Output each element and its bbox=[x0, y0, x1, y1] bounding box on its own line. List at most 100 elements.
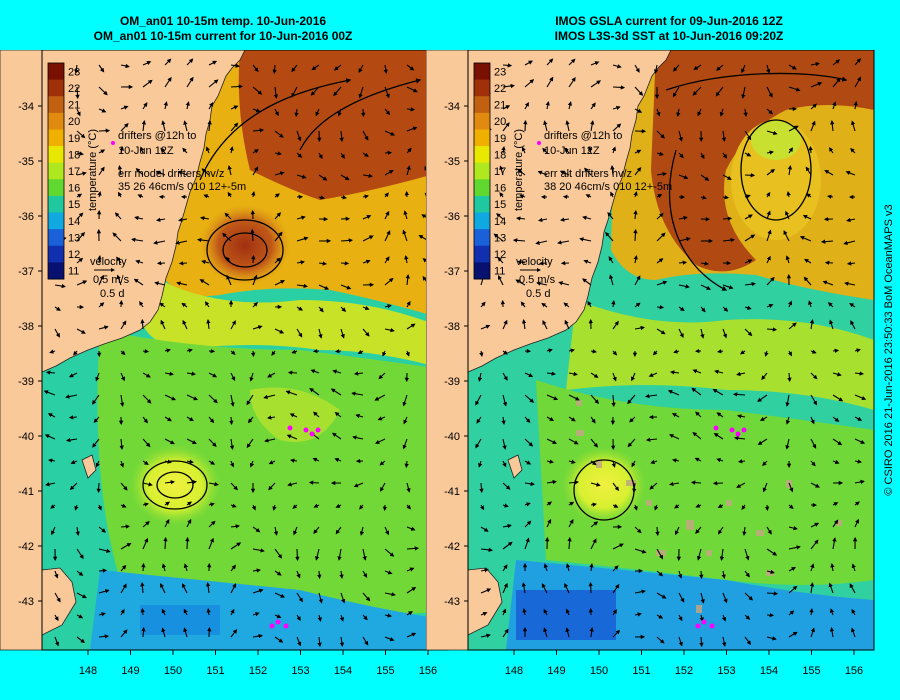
right-title-line2: IMOS L3S-3d SST at 10-Jun-2016 09:20Z bbox=[554, 29, 784, 43]
current-vector bbox=[695, 411, 702, 418]
current-vector bbox=[76, 280, 88, 286]
colorbar-tick: 19 bbox=[68, 133, 80, 145]
current-vector bbox=[717, 503, 724, 508]
longitude-label: 150 bbox=[164, 665, 182, 677]
current-vector bbox=[766, 86, 773, 98]
latitude-label: -39 bbox=[444, 376, 460, 388]
current-vector bbox=[330, 388, 342, 396]
current-vector bbox=[384, 526, 390, 536]
current-vector bbox=[844, 281, 856, 286]
current-vector bbox=[678, 614, 683, 622]
current-vector bbox=[809, 319, 815, 330]
current-vector bbox=[757, 438, 768, 445]
current-vector bbox=[406, 611, 413, 616]
current-vector bbox=[230, 524, 240, 529]
current-vector bbox=[766, 636, 777, 641]
current-vector bbox=[588, 581, 593, 594]
current-vector bbox=[766, 303, 774, 309]
colorbar-tick: 12 bbox=[68, 249, 80, 261]
current-vector bbox=[717, 526, 724, 535]
current-vector bbox=[766, 569, 775, 575]
current-vector bbox=[251, 504, 256, 511]
current-vector bbox=[142, 372, 151, 378]
current-vector bbox=[339, 614, 344, 622]
current-vector bbox=[208, 79, 219, 88]
current-vector bbox=[378, 372, 386, 380]
colorbar-swatch bbox=[474, 229, 490, 247]
current-vector bbox=[44, 434, 56, 440]
current-vector bbox=[142, 502, 149, 507]
current-vector bbox=[76, 548, 84, 560]
current-vector bbox=[296, 636, 302, 647]
current-vector bbox=[542, 320, 548, 330]
current-vector bbox=[142, 537, 149, 550]
velocity-time: 0.5 d bbox=[100, 288, 124, 300]
longitude-label: 156 bbox=[419, 665, 437, 677]
current-vector bbox=[98, 108, 107, 113]
current-vector bbox=[744, 548, 750, 561]
current-vector bbox=[832, 519, 839, 528]
colorbar-swatch bbox=[474, 146, 490, 164]
current-vector bbox=[186, 518, 192, 528]
current-vector bbox=[546, 438, 557, 444]
current-vector bbox=[809, 608, 814, 616]
current-vector bbox=[520, 301, 526, 308]
colorbar-swatch bbox=[48, 162, 64, 180]
current-vector bbox=[634, 302, 641, 308]
current-vector bbox=[502, 63, 513, 68]
current-vector bbox=[629, 416, 636, 423]
current-vector bbox=[804, 258, 812, 264]
current-vector bbox=[384, 256, 390, 264]
current-vector bbox=[135, 168, 144, 176]
current-vector bbox=[164, 438, 175, 445]
right-title-line1: IMOS GSLA current for 09-Jun-2016 12Z bbox=[555, 14, 783, 28]
current-vector bbox=[250, 228, 255, 242]
current-vector bbox=[524, 372, 534, 377]
current-vector bbox=[678, 152, 684, 159]
current-vector bbox=[806, 193, 812, 198]
current-vector bbox=[139, 146, 145, 154]
current-vector bbox=[200, 216, 210, 221]
latitude-label: -36 bbox=[18, 211, 34, 223]
current-vector bbox=[633, 228, 638, 242]
current-vector bbox=[229, 146, 234, 154]
latitude-label: -38 bbox=[444, 321, 460, 333]
current-vector bbox=[611, 300, 616, 308]
current-vector bbox=[252, 633, 263, 639]
current-vector bbox=[810, 349, 817, 354]
current-vector bbox=[715, 86, 724, 97]
current-vector bbox=[268, 482, 276, 491]
current-vector bbox=[722, 195, 730, 200]
current-vector bbox=[54, 283, 66, 289]
current-vector bbox=[568, 459, 576, 464]
current-vector bbox=[502, 438, 507, 450]
current-vector bbox=[362, 130, 369, 141]
legend-line1: drifters @12h to bbox=[118, 130, 196, 142]
current-vector bbox=[499, 165, 504, 176]
current-vector bbox=[379, 460, 386, 466]
current-vector bbox=[120, 63, 130, 69]
current-vector bbox=[76, 108, 81, 117]
current-vector bbox=[274, 570, 282, 576]
longitude-label: 155 bbox=[802, 665, 820, 677]
latitude-label: -41 bbox=[18, 486, 34, 498]
current-vector bbox=[785, 438, 790, 450]
current-vector bbox=[846, 217, 856, 223]
current-vector bbox=[722, 216, 733, 221]
current-vector bbox=[820, 239, 834, 244]
current-vector bbox=[700, 284, 711, 290]
current-vector bbox=[252, 588, 264, 594]
velocity-label: velocity bbox=[90, 256, 127, 268]
current-vector bbox=[653, 64, 659, 74]
current-vector bbox=[669, 481, 680, 487]
current-vector bbox=[563, 302, 570, 308]
current-vector bbox=[612, 372, 617, 382]
colorbar-tick: 11 bbox=[68, 266, 79, 278]
current-vector bbox=[230, 372, 236, 382]
current-vector bbox=[829, 319, 834, 330]
current-vector bbox=[854, 371, 864, 376]
colorbar-label: temperature (°C) bbox=[513, 129, 525, 211]
current-vector bbox=[502, 628, 509, 638]
current-vector bbox=[98, 149, 106, 154]
current-vector bbox=[246, 394, 254, 406]
